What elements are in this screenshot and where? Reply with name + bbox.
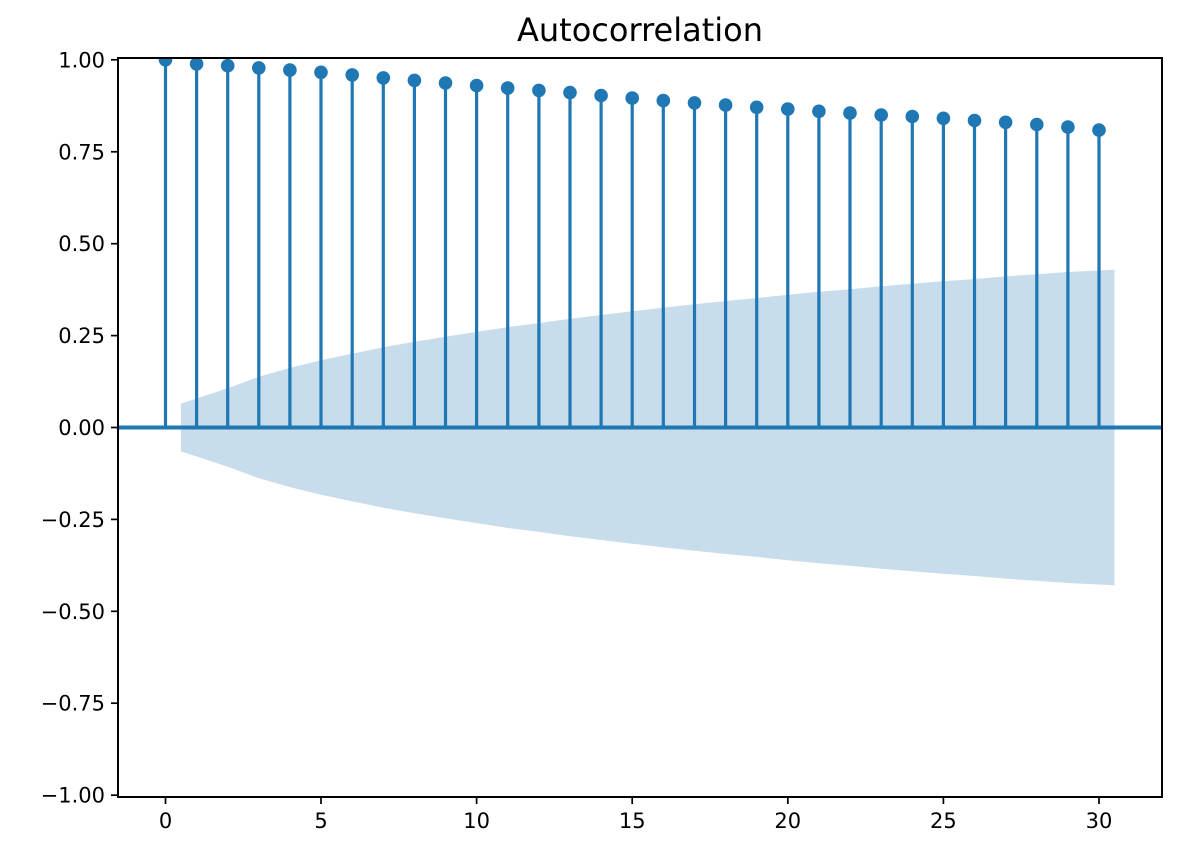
x-axis: 0 5 10 15 20 25 30 (159, 797, 1113, 833)
acf-marker (189, 58, 204, 71)
x-tick-label: 10 (463, 809, 490, 833)
acf-marker (314, 65, 328, 80)
y-tick-label: −0.50 (41, 600, 105, 624)
x-tick-label: 30 (1086, 809, 1113, 833)
y-axis: 1.00 0.75 0.50 0.25 0.00 −0.25 −0.50 −0.75 −1.00 (41, 48, 118, 808)
x-tick-label: 25 (930, 809, 957, 833)
y-tick-label: 0.00 (58, 416, 105, 440)
y-tick-label: 0.50 (58, 232, 105, 256)
acf-marker (905, 109, 920, 124)
y-tick-label: 1.00 (58, 48, 105, 72)
acf-marker (1092, 123, 1106, 137)
acf-marker (1030, 117, 1044, 132)
y-tick-label: 0.25 (58, 324, 105, 348)
x-tick-label: 15 (619, 809, 646, 833)
y-tick-label: −0.75 (41, 692, 105, 716)
acf-marker (563, 85, 577, 100)
y-tick-label: −0.25 (41, 508, 105, 532)
acf-marker (220, 58, 235, 73)
acf-stems (163, 59, 1101, 428)
acf-marker (874, 108, 888, 122)
acf-marker (812, 104, 826, 119)
acf-marker (438, 76, 453, 90)
acf-marker (407, 73, 422, 88)
y-tick-label: −1.00 (41, 784, 105, 808)
x-tick-label: 0 (159, 809, 172, 833)
acf-marker (718, 98, 733, 112)
acf-marker (251, 61, 266, 75)
acf-marker (469, 78, 484, 93)
acf-marker (749, 100, 764, 115)
y-tick-label: 0.75 (58, 140, 105, 164)
plot-area (118, 58, 1162, 586)
x-tick-label: 20 (774, 809, 801, 833)
acf-marker (283, 63, 297, 77)
acf-marker (781, 102, 795, 116)
acf-marker (843, 106, 857, 120)
acf-marker (687, 96, 702, 110)
acf-marker (656, 93, 671, 108)
acf-marker (158, 58, 173, 67)
x-tick-label: 5 (314, 809, 327, 833)
acf-marker (936, 111, 951, 126)
acf-marker (376, 71, 391, 85)
acf-marker (1061, 120, 1075, 134)
acf-marker (625, 91, 639, 105)
acf-marker (998, 115, 1013, 130)
acf-marker (594, 88, 608, 103)
acf-marker (500, 81, 515, 95)
acf-marker (967, 113, 982, 128)
acf-markers (158, 58, 1106, 137)
acf-marker (345, 68, 360, 82)
acf-marker (532, 83, 546, 98)
chart-title: Autocorrelation (517, 11, 763, 49)
